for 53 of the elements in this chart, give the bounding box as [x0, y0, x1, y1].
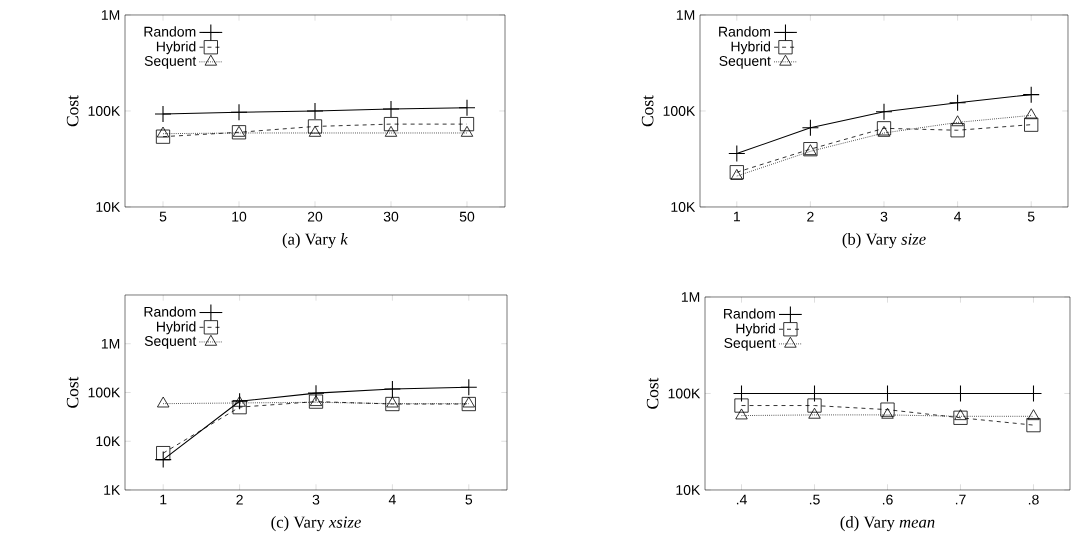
- text: (d) Vary mean: [840, 516, 935, 532]
- y-tick-label: 100K: [668, 388, 701, 399]
- x-tick-label: 30: [383, 211, 399, 222]
- y-tick-label: 100K: [88, 106, 121, 116]
- x-tick-label: 4: [954, 211, 962, 222]
- legend-label: Random: [144, 26, 196, 37]
- x-tick-label: 5: [1027, 211, 1035, 222]
- y-tick-label: 10K: [676, 485, 701, 495]
- legend-label: Random: [144, 306, 196, 317]
- x-tick-label: 4: [388, 494, 396, 505]
- y-axis-title: Cost: [646, 377, 659, 409]
- x-tick-label: 3: [312, 494, 320, 505]
- x-tick-label: 2: [807, 211, 814, 222]
- legend-label: Hybrid: [157, 321, 196, 335]
- x-tick-label: 5: [159, 211, 167, 222]
- x-tick-label: .6: [882, 494, 893, 505]
- y-tick-label: 1M: [101, 10, 120, 20]
- legend-label: Sequent: [144, 336, 197, 349]
- x-tick-label: 2: [236, 494, 243, 505]
- legend-label: Random: [724, 308, 775, 319]
- x-tick-label: 5: [465, 494, 473, 505]
- y-tick-label: 100K: [88, 387, 121, 398]
- x-tick-label: 1: [160, 494, 167, 505]
- x-tick-label: 1: [733, 211, 740, 222]
- x-tick-label: .5: [809, 494, 820, 505]
- y-tick-label: 1M: [101, 338, 120, 349]
- legend-label: Sequent: [719, 55, 771, 69]
- text: (b) Vary size: [842, 233, 926, 249]
- legend-label: Hybrid: [156, 41, 196, 55]
- text: (c) Vary xsize: [271, 516, 361, 532]
- x-tick-label: 20: [307, 211, 323, 222]
- text: (a) Vary k: [282, 233, 348, 249]
- y-axis-title: Cost: [66, 376, 79, 408]
- y-tick-label: 100K: [663, 106, 696, 116]
- y-tick-label: 1M: [681, 292, 700, 302]
- x-tick-label: 50: [459, 211, 475, 222]
- x-tick-label: 3: [880, 211, 888, 222]
- legend-label: Hybrid: [731, 41, 770, 55]
- y-tick-label: 10K: [96, 436, 121, 447]
- y-tick-label: 1K: [104, 485, 121, 495]
- y-tick-label: 10K: [96, 202, 121, 212]
- legend-label: Sequent: [144, 55, 197, 69]
- x-tick-label: .4: [736, 494, 747, 505]
- y-axis-title: Cost: [641, 95, 654, 127]
- y-tick-label: 10K: [671, 202, 696, 212]
- x-tick-label: .7: [955, 494, 966, 505]
- x-tick-label: 10: [232, 211, 247, 222]
- y-tick-label: 1M: [676, 10, 695, 20]
- x-tick-label: .8: [1028, 494, 1039, 505]
- legend-label: Sequent: [724, 338, 776, 351]
- y-axis-title: Cost: [66, 95, 79, 127]
- legend-label: Hybrid: [736, 323, 775, 337]
- legend-label: Random: [719, 26, 770, 37]
